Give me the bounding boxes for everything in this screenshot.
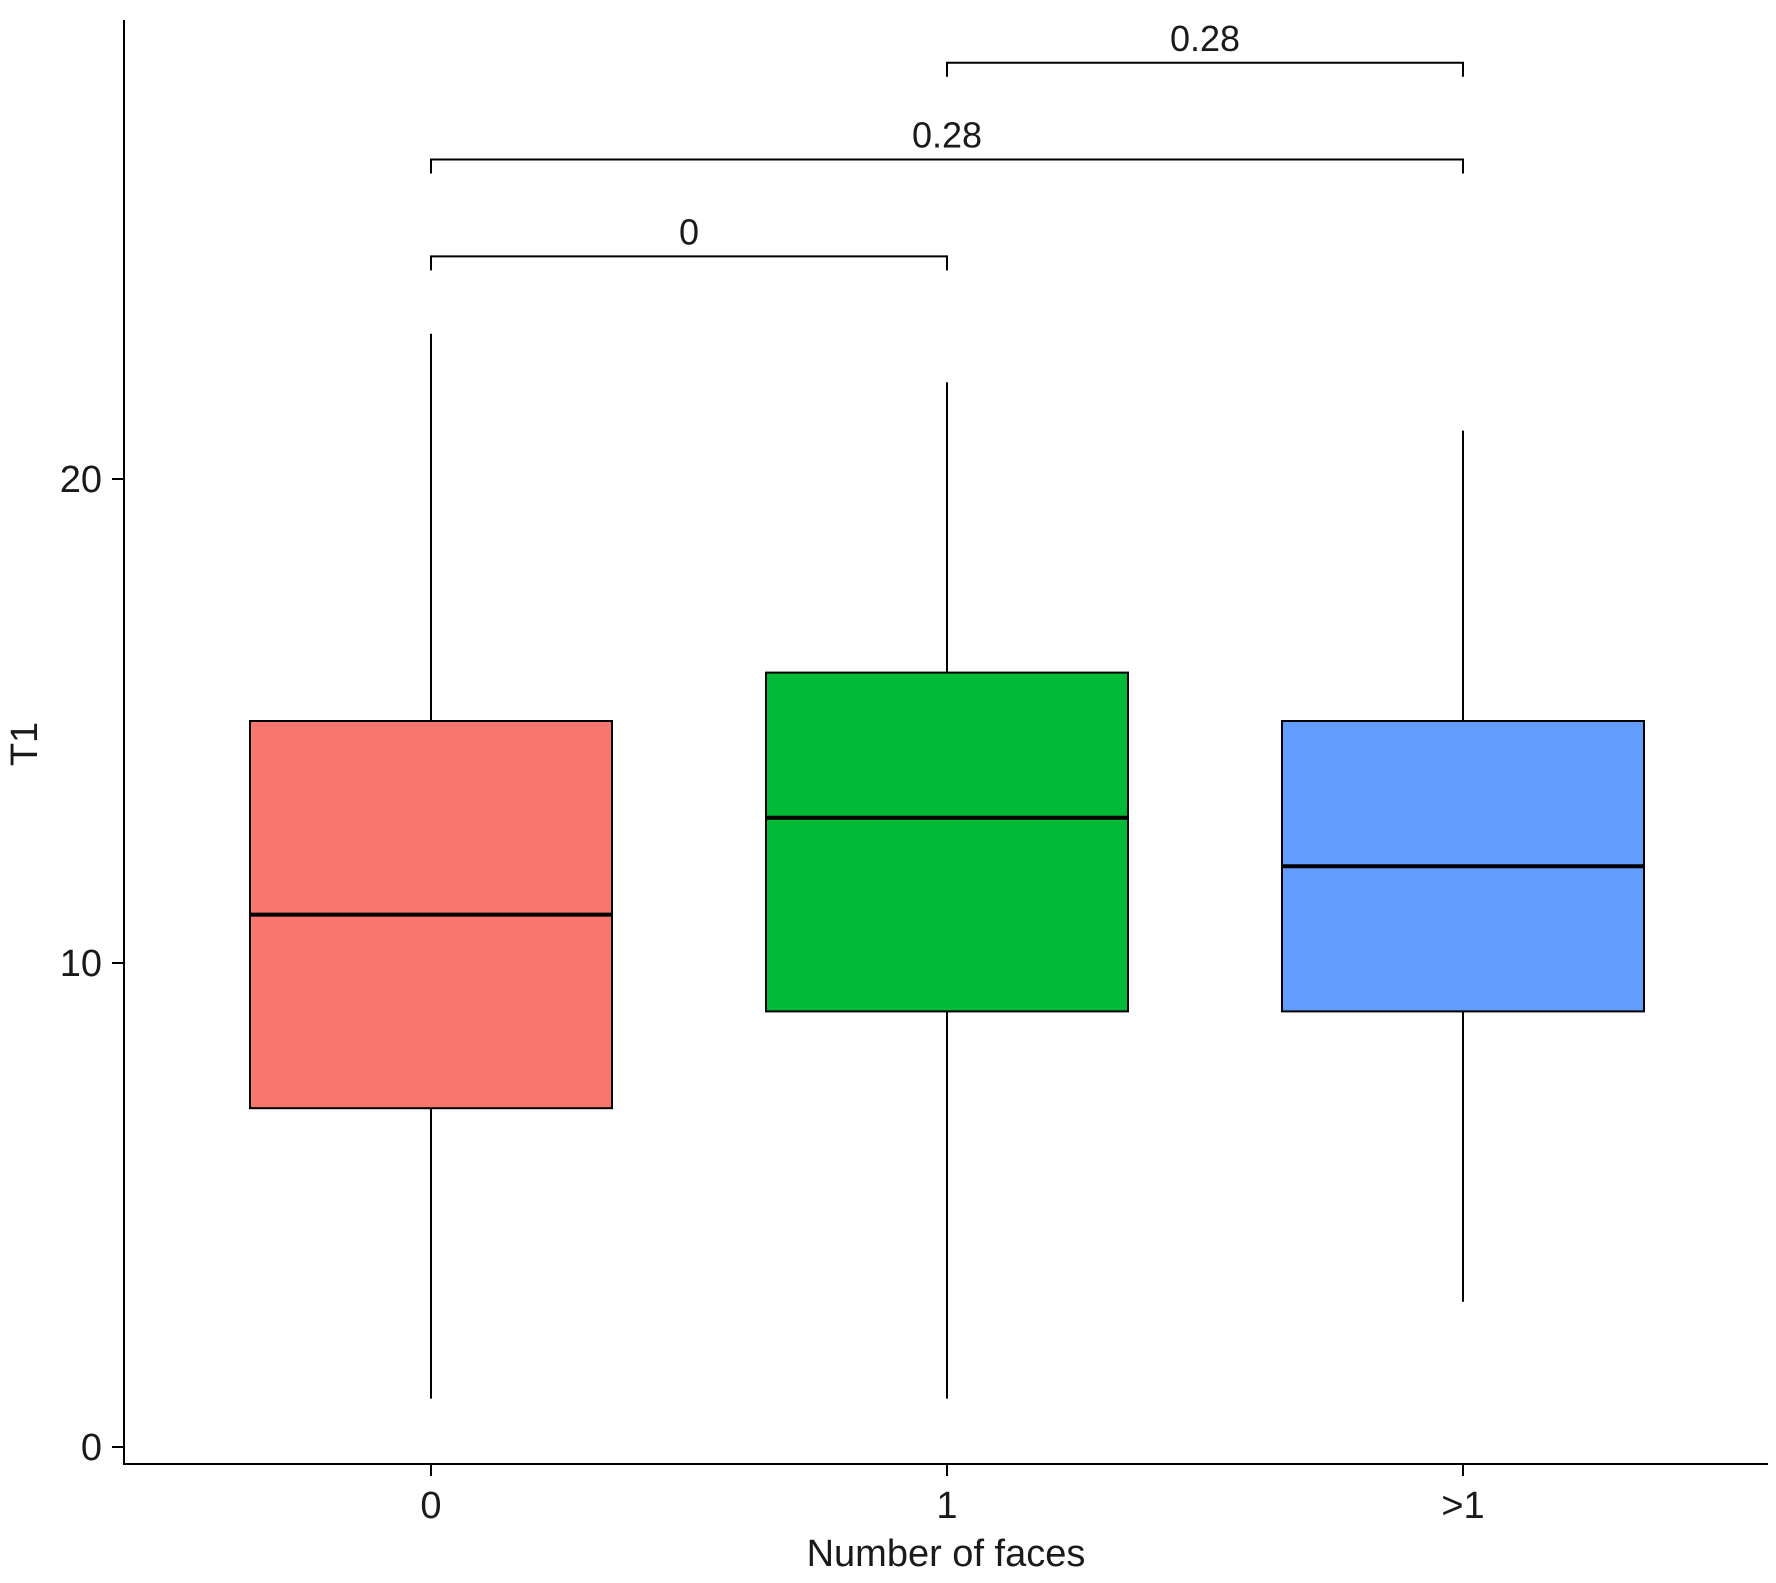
comparison-label: 0.28 <box>912 115 982 156</box>
bracket-line <box>430 158 1464 174</box>
plot-area: 0 0.28 0.28 <box>249 18 1645 1399</box>
bracket-line <box>946 61 1464 77</box>
axes: T1 Number of faces 0 10 20 0 1 >1 <box>4 20 1768 1575</box>
comparison-bracket-2: 0.28 <box>946 18 1464 77</box>
comparison-label: 0.28 <box>1170 18 1240 59</box>
box-group-2 <box>1281 430 1645 1302</box>
box-group-0 <box>249 333 613 1399</box>
iqr-box <box>765 671 1129 1013</box>
bracket-line <box>430 255 948 271</box>
y-axis-label: T1 <box>4 722 46 766</box>
x-tick-label: >1 <box>1441 1485 1484 1527</box>
x-tick-label: 1 <box>936 1485 957 1527</box>
y-tick-label: 10 <box>60 943 102 985</box>
comparison-label: 0 <box>679 211 699 252</box>
box-group-1 <box>765 382 1129 1399</box>
y-tick-label: 0 <box>81 1427 102 1469</box>
x-axis-label: Number of faces <box>807 1533 1086 1575</box>
comparison-bracket-0: 0 <box>430 211 948 271</box>
comparison-bracket-1: 0.28 <box>430 115 1464 174</box>
x-tick-label: 0 <box>420 1485 441 1527</box>
y-tick-label: 20 <box>60 459 102 501</box>
